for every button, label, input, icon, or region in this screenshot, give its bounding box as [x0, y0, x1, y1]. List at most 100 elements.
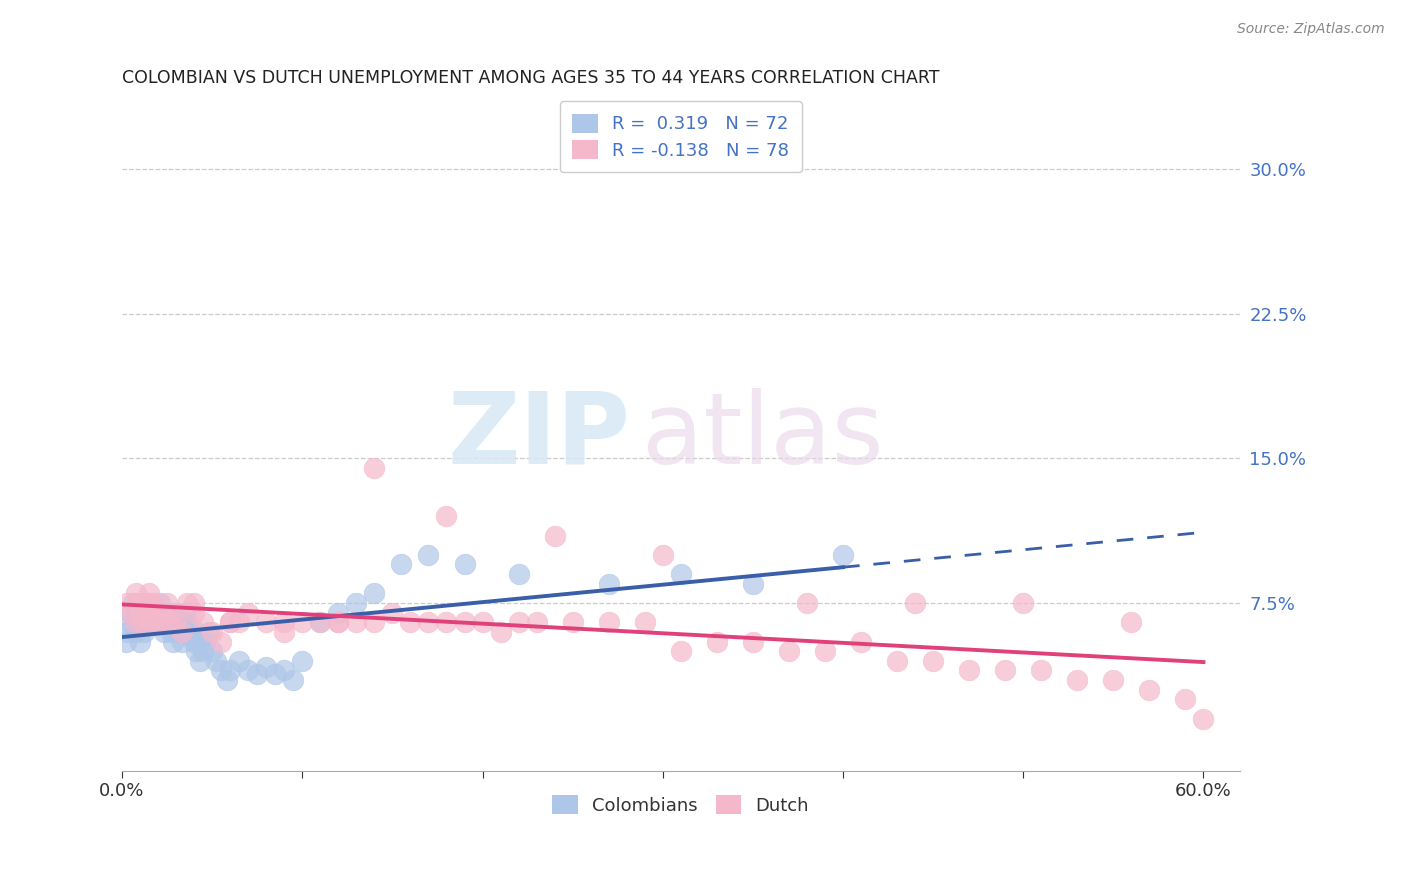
Point	[254, 615, 277, 630]
Point	[219, 615, 242, 630]
Point	[197, 624, 219, 639]
Point	[139, 602, 162, 616]
Point	[598, 615, 620, 630]
Point	[526, 615, 548, 630]
Point	[291, 654, 314, 668]
Point	[125, 586, 148, 600]
Point	[150, 615, 173, 630]
Point	[167, 615, 190, 630]
Point	[219, 664, 242, 678]
Point	[215, 673, 238, 687]
Point	[219, 615, 242, 630]
Point	[922, 654, 945, 668]
Point	[129, 596, 152, 610]
Point	[152, 624, 174, 639]
Point	[273, 615, 295, 630]
Point	[145, 602, 167, 616]
Point	[138, 606, 160, 620]
Point	[136, 606, 159, 620]
Point	[176, 615, 198, 630]
Point	[418, 615, 440, 630]
Point	[124, 615, 146, 630]
Point	[796, 596, 818, 610]
Point	[183, 634, 205, 648]
Point	[309, 615, 332, 630]
Point	[309, 615, 332, 630]
Point	[143, 615, 166, 630]
Point	[129, 606, 152, 620]
Point	[191, 615, 214, 630]
Point	[228, 615, 250, 630]
Point	[669, 644, 692, 658]
Point	[489, 624, 512, 639]
Point	[254, 659, 277, 673]
Point	[191, 644, 214, 658]
Text: COLOMBIAN VS DUTCH UNEMPLOYMENT AMONG AGES 35 TO 44 YEARS CORRELATION CHART: COLOMBIAN VS DUTCH UNEMPLOYMENT AMONG AG…	[122, 69, 939, 87]
Point	[328, 615, 350, 630]
Point	[283, 673, 305, 687]
Point	[163, 615, 186, 630]
Point	[814, 644, 837, 658]
Point	[180, 629, 202, 643]
Point	[172, 615, 194, 630]
Point	[598, 576, 620, 591]
Point	[904, 596, 927, 610]
Point	[264, 667, 287, 681]
Point	[238, 664, 260, 678]
Text: atlas: atlas	[641, 388, 883, 485]
Point	[149, 596, 172, 610]
Point	[436, 615, 458, 630]
Point	[453, 615, 475, 630]
Point	[741, 576, 763, 591]
Point	[138, 596, 160, 610]
Point	[118, 615, 141, 630]
Point	[778, 644, 800, 658]
Point	[228, 654, 250, 668]
Point	[328, 606, 350, 620]
Point	[183, 596, 205, 610]
Point	[957, 664, 980, 678]
Point	[127, 596, 149, 610]
Point	[165, 606, 187, 620]
Point	[238, 606, 260, 620]
Point	[399, 615, 422, 630]
Point	[201, 644, 224, 658]
Point	[273, 624, 295, 639]
Point	[150, 606, 173, 620]
Point	[1066, 673, 1088, 687]
Point	[136, 615, 159, 630]
Point	[741, 634, 763, 648]
Point	[129, 634, 152, 648]
Point	[344, 615, 367, 630]
Point	[127, 606, 149, 620]
Point	[291, 615, 314, 630]
Point	[169, 624, 191, 639]
Legend: Colombians, Dutch: Colombians, Dutch	[546, 788, 817, 822]
Point	[142, 606, 165, 620]
Point	[162, 634, 184, 648]
Point	[832, 548, 855, 562]
Point	[391, 558, 413, 572]
Point	[184, 644, 207, 658]
Point	[162, 606, 184, 620]
Point	[561, 615, 583, 630]
Point	[132, 624, 155, 639]
Point	[120, 606, 142, 620]
Point	[994, 664, 1017, 678]
Point	[142, 609, 165, 624]
Point	[177, 624, 200, 639]
Point	[328, 615, 350, 630]
Point	[381, 606, 404, 620]
Point	[124, 615, 146, 630]
Point	[131, 615, 153, 630]
Point	[129, 606, 152, 620]
Point	[194, 634, 217, 648]
Point	[634, 615, 657, 630]
Point	[706, 634, 728, 648]
Point	[246, 667, 269, 681]
Point	[1031, 664, 1053, 678]
Point	[156, 606, 179, 620]
Point	[363, 615, 385, 630]
Point	[849, 634, 872, 648]
Point	[146, 609, 169, 624]
